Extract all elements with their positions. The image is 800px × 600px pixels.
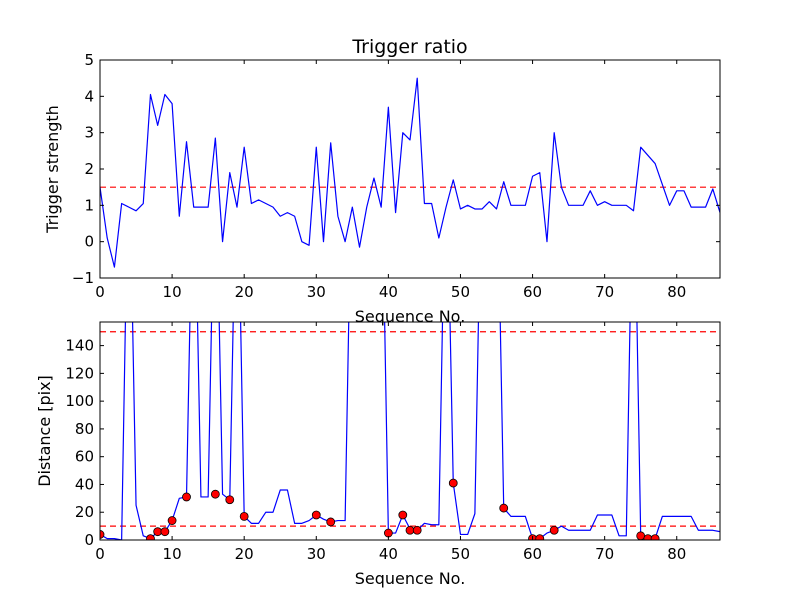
trigger-ratio-chart: Trigger ratio 0 10 20 30 40 50 60 70 80 −1012345… [43, 36, 721, 326]
x-tick-group: 0 10 20 30 40 50 60 70 80 [95, 60, 686, 301]
x-tick-label: 20 [235, 283, 254, 301]
data-point-marker [153, 527, 163, 537]
data-point-marker [650, 534, 660, 540]
x-tick-label: 50 [451, 545, 470, 563]
x-tick-label: 10 [163, 283, 182, 301]
y-tick-label: 100 [65, 392, 94, 410]
data-point-marker [167, 516, 177, 525]
y-tick-label: 20 [75, 503, 94, 521]
data-point-marker [383, 528, 393, 538]
data-point-marker [448, 478, 458, 488]
data-point-marker [225, 495, 235, 505]
x-tick-label: 30 [307, 283, 326, 301]
data-point-marker [636, 531, 646, 540]
y-tick-group: −1 0 1 2 3 4 5 [72, 51, 720, 287]
y-tick-label: 120 [65, 364, 94, 382]
x-tick-label: 20 [235, 545, 254, 563]
y-tick-group: 0 20 40 60 80 100 120 140 [65, 337, 720, 549]
x-tick-label: 30 [307, 545, 326, 563]
y-tick-label: −1 [72, 269, 94, 287]
data-point-marker [643, 534, 653, 540]
data-point-marker [182, 492, 191, 502]
x-tick-label: 40 [379, 283, 398, 301]
data-point-marker [499, 503, 509, 513]
y-axis-label: Trigger strength [43, 105, 62, 234]
y-tick-label: 60 [75, 448, 94, 466]
y-tick-label: 0 [84, 531, 94, 549]
y-tick-label: 2 [84, 160, 94, 178]
x-tick-label: 40 [379, 545, 398, 563]
x-tick-label: 60 [523, 283, 542, 301]
marker-group [100, 478, 660, 540]
data-point-marker [405, 525, 415, 535]
distance-chart: 0 10 20 30 40 50 60 70 80 0 20 40 60 80 100 120 140 Seq… [35, 321, 721, 588]
x-tick-group: 0 10 20 30 40 50 60 70 80 [95, 322, 686, 563]
data-point-marker [311, 510, 321, 520]
data-point-marker [398, 510, 408, 520]
data-point-marker [100, 530, 105, 539]
data-point-marker [326, 517, 336, 527]
data-point-marker [412, 525, 422, 535]
y-tick-label: 40 [75, 475, 94, 493]
series-line [100, 77, 720, 268]
data-point-marker [535, 534, 545, 540]
y-tick-label: 80 [75, 420, 94, 438]
x-tick-label: 10 [163, 545, 182, 563]
data-point-marker [160, 527, 170, 537]
data-point-marker [146, 534, 155, 540]
x-tick-label: 0 [95, 283, 105, 301]
data-point-marker [549, 525, 559, 535]
y-tick-label: 0 [84, 233, 94, 251]
y-tick-label: 1 [84, 196, 94, 214]
x-axis-label: Sequence No. [355, 307, 466, 326]
plot-frame [99, 321, 721, 541]
series-group [100, 77, 720, 268]
chart-title: Trigger ratio [351, 36, 467, 58]
x-tick-label: 50 [451, 283, 470, 301]
y-tick-label: 5 [84, 51, 94, 69]
x-tick-label: 80 [667, 283, 686, 301]
x-tick-label: 70 [595, 545, 614, 563]
x-tick-label: 60 [523, 545, 542, 563]
data-point-marker [210, 489, 220, 499]
y-tick-label: 4 [84, 87, 94, 105]
x-tick-label: 0 [95, 545, 105, 563]
x-tick-label: 80 [667, 545, 686, 563]
y-tick-label: 3 [84, 124, 94, 142]
plot-frame [99, 59, 721, 279]
x-axis-label: Sequence No. [355, 569, 466, 588]
y-tick-label: 140 [65, 337, 94, 355]
x-tick-label: 70 [595, 283, 614, 301]
data-point-marker [239, 511, 249, 521]
y-axis-label: Distance [pix] [35, 375, 54, 487]
